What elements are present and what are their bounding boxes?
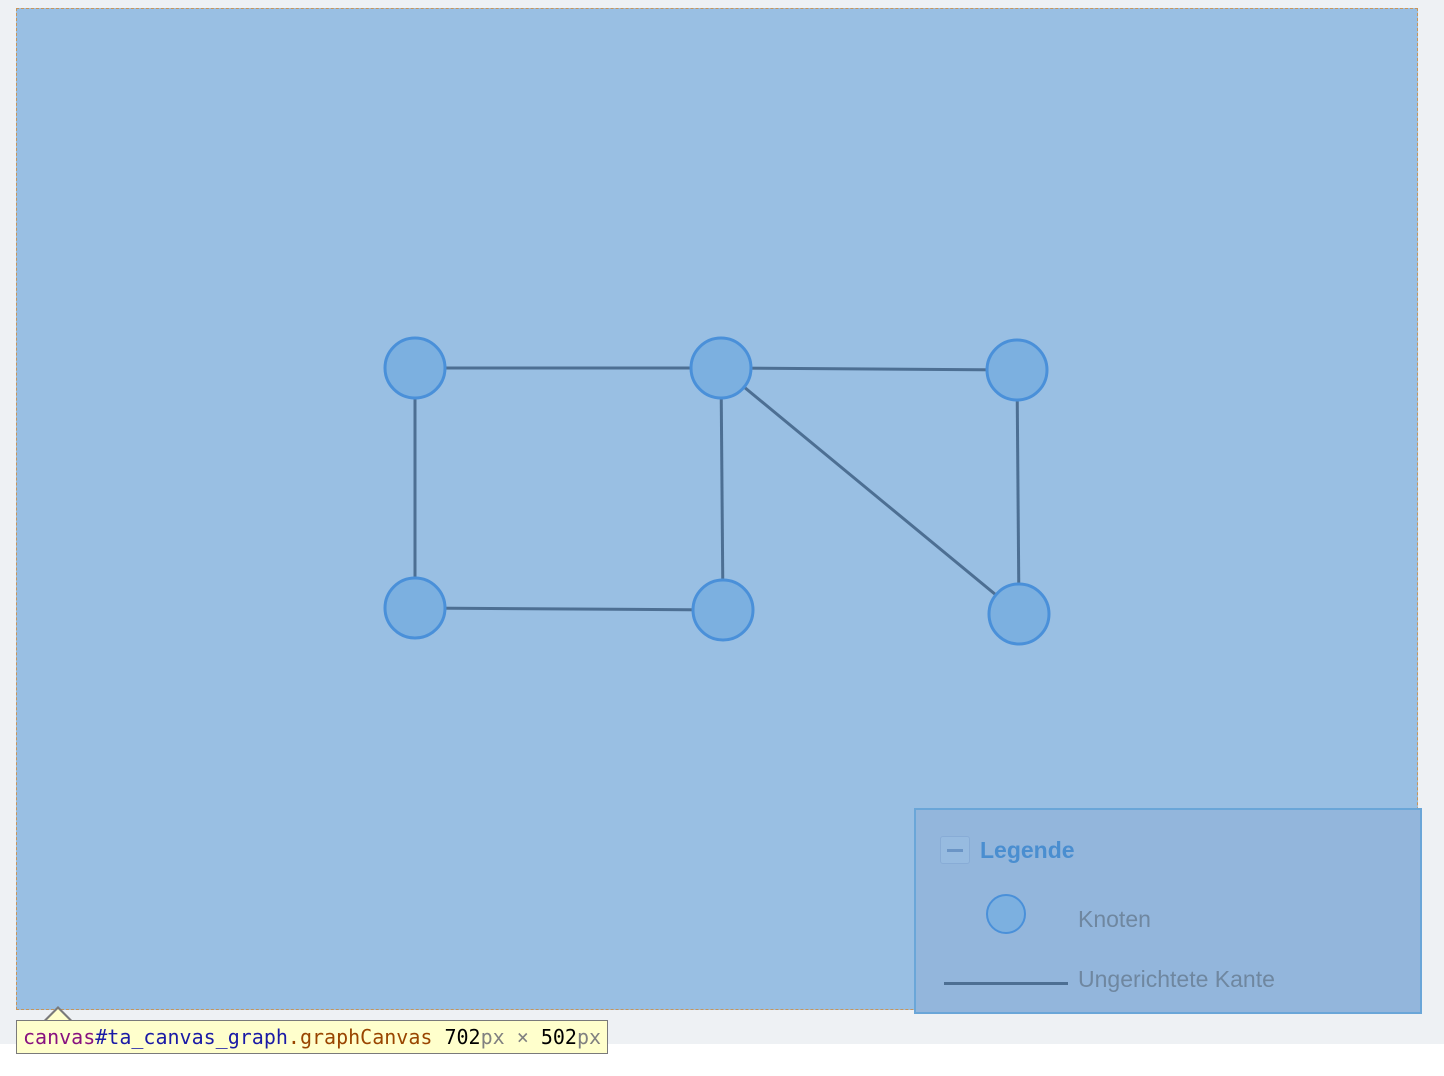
legend-panel: Legende Knoten Ungerichtete Kante [914,808,1422,1014]
legend-node-label: Knoten [1078,906,1151,932]
tooltip-id: #ta_canvas_graph [95,1025,288,1049]
graph-node-n6[interactable] [987,582,1051,646]
nodes-layer [383,336,1051,646]
graph-node-n3[interactable] [985,338,1049,402]
graph-edge-n3-n6[interactable] [1015,369,1021,615]
graph-edge-n2-n5[interactable] [719,367,725,611]
tooltip-class: graphCanvas [299,1025,433,1049]
graph-node-n4[interactable] [383,576,447,640]
tooltip-width-unit: px [480,1025,505,1049]
tooltip-class-dot: . [287,1025,300,1049]
graph-edge-n4-n5[interactable] [414,606,724,612]
element-inspector-tooltip: canvas#ta_canvas_graph.graphCanvas 702px… [16,1020,609,1054]
tooltip-width: 702 [444,1025,481,1049]
graph-node-n2[interactable] [689,336,753,400]
legend-edge-swatch [944,982,1068,985]
graph-node-n1[interactable] [383,336,447,400]
edges-layer [413,366,1021,616]
graph-node-n5[interactable] [691,578,755,642]
legend-title: Legende [980,837,1075,863]
minus-icon [947,848,963,852]
graph-edge-n2-n3[interactable] [720,366,1018,372]
tooltip-tag: canvas [23,1025,96,1049]
graph-edge-n2-n6[interactable] [720,366,1020,616]
tooltip-arrow-inner [46,1009,70,1021]
tooltip-height: 502 [540,1025,577,1049]
tooltip-times: × [516,1025,529,1049]
legend-collapse-button[interactable] [940,836,970,864]
legend-edge-label: Ungerichtete Kante [1078,966,1275,992]
tooltip-height-unit: px [576,1025,602,1049]
legend-node-swatch [986,894,1026,934]
